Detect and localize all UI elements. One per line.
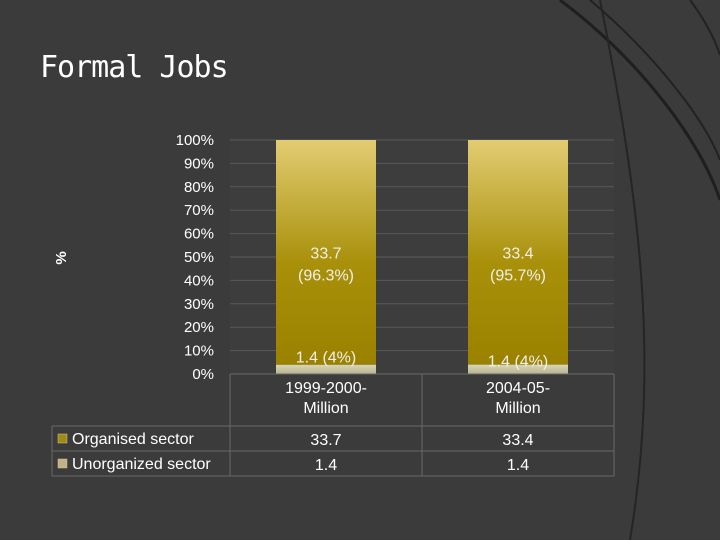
category-label: Million bbox=[303, 400, 348, 417]
bar-organised-sector bbox=[276, 140, 376, 365]
bar-unorganized-sector bbox=[276, 364, 376, 374]
y-tick-label: 0% bbox=[192, 366, 214, 383]
data-label-organised-pct: (95.7%) bbox=[490, 267, 546, 284]
table-cell-value: 33.7 bbox=[310, 432, 341, 449]
category-label: 1999-2000- bbox=[285, 380, 367, 397]
data-label-unorganized: 1.4 (4%) bbox=[488, 354, 548, 371]
data-label-organised-pct: (96.3%) bbox=[298, 267, 354, 284]
y-tick-label: 30% bbox=[184, 296, 214, 313]
y-tick-label: 80% bbox=[184, 179, 214, 196]
bar-organised-sector bbox=[468, 140, 568, 365]
y-tick-label: 20% bbox=[184, 319, 214, 336]
y-tick-label: 70% bbox=[184, 202, 214, 219]
table-cell-value: 33.4 bbox=[502, 432, 533, 449]
category-label: Million bbox=[495, 400, 540, 417]
legend-label: Unorganized sector bbox=[72, 456, 211, 473]
data-label-organised: 33.7 bbox=[310, 245, 341, 262]
data-label-unorganized: 1.4 (4%) bbox=[296, 350, 356, 367]
table-cell-value: 1.4 bbox=[315, 457, 337, 474]
category-label: 2004-05- bbox=[486, 380, 550, 397]
y-axis-title: % bbox=[53, 251, 70, 264]
y-tick-label: 40% bbox=[184, 272, 214, 289]
legend-key bbox=[57, 433, 68, 444]
data-label-organised: 33.4 bbox=[502, 245, 533, 262]
legend-label: Organised sector bbox=[72, 431, 195, 448]
bar-unorganized-sector bbox=[468, 364, 568, 374]
legend-key bbox=[57, 458, 68, 469]
y-tick-label: 10% bbox=[184, 343, 214, 360]
y-tick-label: 90% bbox=[184, 155, 214, 172]
slide-title: Formal Jobs bbox=[40, 50, 229, 85]
y-tick-label: 100% bbox=[176, 132, 214, 149]
y-tick-label: 50% bbox=[184, 249, 214, 266]
table-cell-value: 1.4 bbox=[507, 457, 529, 474]
y-tick-label: 60% bbox=[184, 226, 214, 243]
